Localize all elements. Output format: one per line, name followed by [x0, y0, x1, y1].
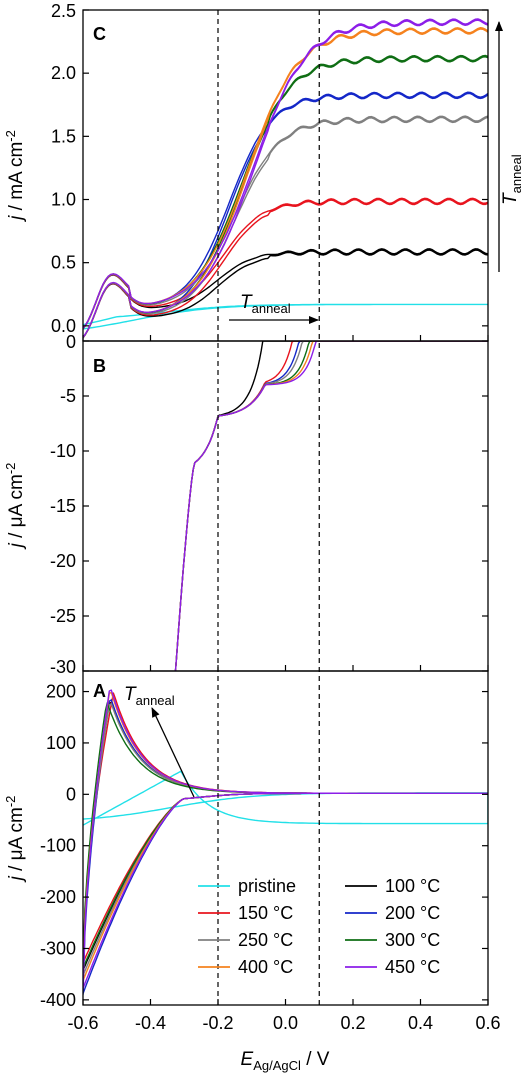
panel-a-series-150c — [83, 692, 488, 964]
panel-c-series-300c — [83, 54, 488, 338]
x-tick-label: 0.6 — [475, 1013, 500, 1033]
ticks-layer: 0.0 0.5 1.0 1.5 2.0 2.5 0 -5 -10 -15 -20 -25 -30 200 1… — [40, 1, 501, 1033]
legend-label-150c: 150 °C — [238, 903, 293, 923]
panel-b-series-300c — [174, 341, 488, 671]
panel-b-series-200c — [174, 341, 488, 671]
side-tanneal-label: Tanneal — [500, 154, 524, 205]
panel-c-letter: C — [93, 24, 106, 44]
panel-b-ytick-label: 0 — [66, 332, 76, 352]
panel-a-ytick-label: 200 — [46, 682, 76, 702]
legend-label-pristine: pristine — [238, 876, 296, 896]
legend-label-300c: 300 °C — [385, 930, 440, 950]
panel-b-ytick-label: -10 — [50, 441, 76, 461]
x-tick-label: 0.4 — [408, 1013, 433, 1033]
panel-c-ylabel: j / mA cm-2 — [3, 130, 27, 223]
panel-a-ytick-label: -300 — [40, 938, 76, 958]
panel-a-ytick-label: -400 — [40, 990, 76, 1010]
x-tick-label: 0.0 — [273, 1013, 298, 1033]
panel-b-series-250c — [174, 341, 488, 671]
panel-a-letter: A — [93, 681, 106, 701]
legend-label-250c: 250 °C — [238, 930, 293, 950]
panel-b-series-400c — [174, 341, 488, 671]
panel-c-series-150c — [83, 197, 488, 339]
panel-a-frame — [82, 670, 489, 1006]
panel-c-ytick-label: 0.0 — [51, 316, 76, 336]
panel-c-ytick-label: 0.5 — [51, 253, 76, 273]
panel-c-series-450c — [83, 18, 488, 338]
panel-b-series-150c — [174, 341, 488, 671]
legend: pristine 100 °C 150 °C 200 °C 250 °C 300 °C 40… — [198, 876, 440, 977]
panel-a-ytick-label: -200 — [40, 887, 76, 907]
panel-b-letter: B — [93, 356, 106, 376]
panel-a-ytick-label: 100 — [46, 733, 76, 753]
curves-layer — [83, 18, 488, 995]
panel-c-ytick-label: 1.0 — [51, 190, 76, 210]
panel-b-ylabel: j / μA cm-2 — [3, 463, 27, 551]
panel-c-ytick-label: 1.5 — [51, 126, 76, 146]
panel-b-series-100c — [174, 341, 488, 671]
panel-b-ytick-label: -30 — [50, 657, 76, 677]
panel-a-ytick-label: -100 — [40, 836, 76, 856]
panel-b-ytick-label: -5 — [60, 386, 76, 406]
legend-label-450c: 450 °C — [385, 957, 440, 977]
legend-label-100c: 100 °C — [385, 876, 440, 896]
panel-a-series-pristine — [83, 770, 488, 826]
panel-c-ytick-label: 2.0 — [51, 63, 76, 83]
legend-label-400c: 400 °C — [238, 957, 293, 977]
x-tick-label: -0.6 — [67, 1013, 98, 1033]
panel-c-series-400c — [83, 27, 488, 338]
panel-c-frame — [82, 9, 489, 342]
panel-b-series-450c — [174, 341, 488, 671]
panel-c-series-100c — [83, 248, 488, 339]
panel-a-tanneal-label: Tanneal — [124, 684, 175, 708]
panel-b-ytick-label: -25 — [50, 606, 76, 626]
panel-a-ylabel: j / μA cm-2 — [3, 796, 27, 884]
panel-b-ytick-label: -20 — [50, 551, 76, 571]
x-tick-label: -0.2 — [202, 1013, 233, 1033]
legend-label-200c: 200 °C — [385, 903, 440, 923]
panel-b-ytick-label: -15 — [50, 496, 76, 516]
panel-a-ytick-label: 0 — [66, 784, 76, 804]
x-axis-title: EAg/AgCl / V — [241, 1049, 330, 1073]
panel-a-tanneal-arrow — [151, 707, 195, 798]
x-tick-label: 0.2 — [340, 1013, 365, 1033]
panel-c-curves — [83, 18, 488, 339]
x-tick-label: -0.4 — [135, 1013, 166, 1033]
panel-b-frame — [82, 340, 489, 672]
panel-b-curves — [174, 341, 488, 671]
panel-c-tanneal-label: Tanneal — [240, 292, 291, 316]
panel-c-ytick-label: 2.5 — [51, 1, 76, 21]
reference-lines — [217, 10, 320, 1005]
